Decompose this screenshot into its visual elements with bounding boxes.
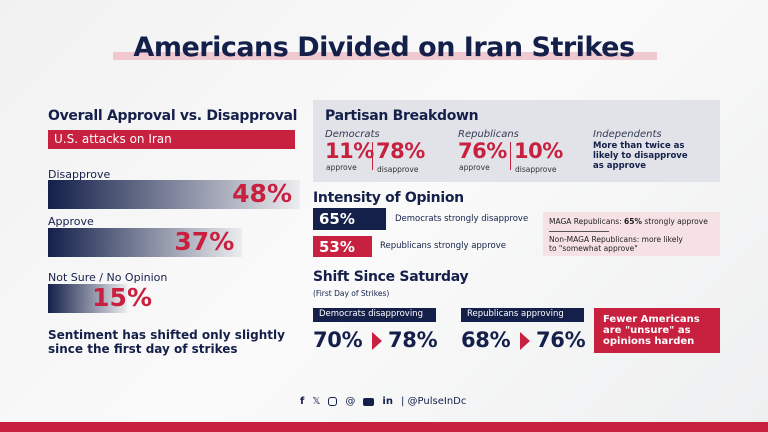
bar-value: 48% xyxy=(232,179,292,208)
social-footer: f 𝕏 @ in | @PulseInDc xyxy=(300,396,466,407)
bar-1 xyxy=(48,228,243,257)
unsure-callout: Fewer Americans are "unsure" as opinions… xyxy=(594,308,720,353)
rep-approve: 76% xyxy=(458,139,507,163)
x-icon[interactable]: 𝕏 xyxy=(312,396,321,407)
dem-strong-text: Democrats strongly disapprove xyxy=(395,214,529,224)
maga-suffix: strongly approve xyxy=(641,217,708,226)
maga-value: 65% xyxy=(624,217,642,226)
dem-strong-value: 65% xyxy=(313,208,386,230)
rep-strong-value: 53% xyxy=(313,236,372,257)
partisan-heading: Partisan Breakdown xyxy=(325,108,479,124)
dem-shift-to: 78% xyxy=(388,328,438,352)
independents-text: More than twice as likely to disapprove … xyxy=(593,141,688,171)
shift-subtitle: (First Day of Strikes) xyxy=(313,289,390,298)
handle-text[interactable]: @PulseInDc xyxy=(407,396,467,407)
rep-shift-from: 68% xyxy=(461,328,511,352)
dem-approve-label: approve xyxy=(326,163,357,172)
rep-disapprove: 10% xyxy=(514,139,563,163)
bar-value: 37% xyxy=(174,227,235,256)
divider xyxy=(549,231,609,232)
rep-strong-text: Republicans strongly approve xyxy=(380,241,506,251)
intensity-heading: Intensity of Opinion xyxy=(313,190,464,206)
republicans-label: Republicans xyxy=(458,129,519,140)
sentiment-note: Sentiment has shifted only slightly sinc… xyxy=(48,328,285,356)
independents-label: Independents xyxy=(593,129,662,140)
footer-handle[interactable]: | @PulseInDc xyxy=(400,396,467,407)
title-highlight xyxy=(113,52,657,60)
linkedin-icon[interactable]: in xyxy=(382,396,393,407)
rep-disapprove-label: disapprove xyxy=(515,165,557,174)
arrow-right-icon xyxy=(372,332,382,350)
bar-label: Not Sure / No Opinion xyxy=(48,271,168,284)
bar-2 xyxy=(48,284,127,313)
maga-note: MAGA Republicans: 65% strongly approve N… xyxy=(543,212,720,256)
bar-value: 15% xyxy=(92,283,152,312)
overall-banner: U.S. attacks on Iran xyxy=(48,130,295,149)
bottom-band xyxy=(0,422,768,432)
nonmaga-text: Non-MAGA Republicans: more likely to "so… xyxy=(549,235,683,253)
dem-disapprove-label: disapprove xyxy=(377,165,419,174)
rep-approve-label: approve xyxy=(459,163,490,172)
partisan-panel: Partisan Breakdown Democrats 11% approve… xyxy=(313,100,720,182)
rep-shift-label: Republicans approving xyxy=(461,308,584,322)
dem-disapprove: 78% xyxy=(376,139,425,163)
dem-shift-from: 70% xyxy=(313,328,363,352)
democrats-label: Democrats xyxy=(325,129,380,140)
instagram-icon[interactable] xyxy=(328,397,338,406)
dem-shift-label: Democrats disapproving xyxy=(313,308,436,322)
shift-heading: Shift Since Saturday xyxy=(313,269,469,285)
divider xyxy=(372,142,373,170)
bar-label: Disapprove xyxy=(48,168,111,181)
dem-approve: 11% xyxy=(325,139,374,163)
rep-shift-to: 76% xyxy=(536,328,586,352)
facebook-icon[interactable]: f xyxy=(300,396,305,407)
bar-label: Approve xyxy=(48,215,94,228)
threads-icon[interactable]: @ xyxy=(345,396,356,407)
bar-0 xyxy=(48,180,300,209)
divider xyxy=(510,142,511,170)
arrow-right-icon xyxy=(520,332,530,350)
maga-prefix: MAGA Republicans: xyxy=(549,217,625,226)
page-title: Americans Divided on Iran Strikes xyxy=(133,32,635,63)
overall-heading: Overall Approval vs. Disapproval xyxy=(48,108,298,124)
youtube-icon[interactable] xyxy=(363,397,375,406)
